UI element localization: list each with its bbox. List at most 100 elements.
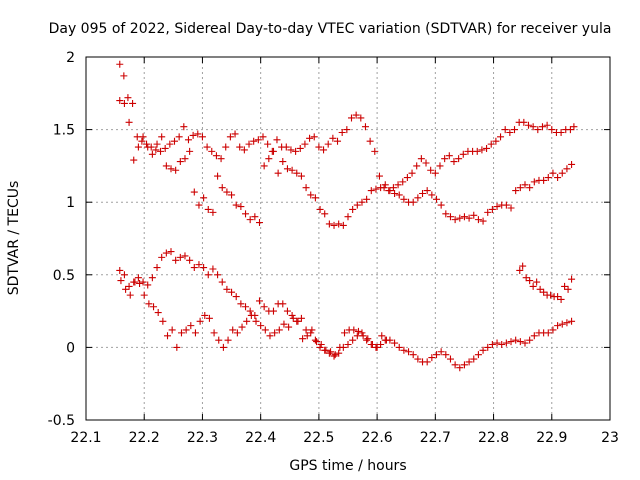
data-point (456, 214, 464, 222)
data-point (428, 191, 436, 199)
data-point (168, 326, 176, 334)
x-tick-label: 22.6 (362, 430, 393, 446)
data-point (381, 181, 389, 189)
y-tick-label: 0.5 (53, 268, 75, 284)
data-point (172, 166, 180, 174)
data-point (297, 314, 305, 322)
data-points (116, 60, 578, 372)
data-point (242, 210, 250, 218)
data-point (558, 320, 566, 328)
data-point (254, 136, 262, 144)
data-point (484, 208, 492, 216)
data-point (334, 137, 342, 145)
data-point (506, 129, 514, 137)
data-point (368, 340, 376, 348)
data-point (283, 165, 291, 173)
data-point (478, 146, 486, 154)
data-point (257, 322, 265, 330)
data-point (399, 178, 407, 186)
data-point (184, 136, 192, 144)
data-point (250, 137, 258, 145)
data-point (568, 160, 576, 168)
data-point (187, 322, 195, 330)
data-point (450, 158, 458, 166)
x-tick-label: 22.2 (129, 430, 160, 446)
data-point (377, 184, 385, 192)
series-trace-late-cluster (516, 262, 576, 303)
data-point (324, 140, 332, 148)
data-point (136, 280, 144, 288)
data-point (382, 336, 390, 344)
data-point (120, 271, 128, 279)
data-point (354, 327, 362, 335)
data-point (564, 285, 572, 293)
series-trace-lower-mid (116, 97, 576, 229)
data-point (516, 338, 524, 346)
data-point (246, 307, 254, 315)
data-point (228, 191, 236, 199)
data-point (209, 265, 217, 273)
data-point (428, 354, 436, 362)
data-point (465, 358, 473, 366)
data-point (487, 140, 495, 148)
data-point (210, 329, 218, 337)
data-point (554, 174, 562, 182)
data-point (470, 355, 478, 363)
data-point (271, 329, 279, 337)
x-tick-label: 22.7 (420, 430, 451, 446)
data-point (238, 323, 246, 331)
data-point (540, 176, 548, 184)
data-point (181, 155, 189, 163)
data-point (325, 349, 333, 357)
data-point (310, 133, 318, 141)
data-point (451, 216, 459, 224)
data-point (164, 332, 172, 340)
data-point (386, 187, 394, 195)
data-point (522, 274, 530, 282)
data-point (269, 147, 277, 155)
data-point (274, 169, 282, 177)
data-point (226, 133, 234, 141)
data-point (343, 126, 351, 134)
data-point (534, 126, 542, 134)
x-tick-label: 22.1 (70, 430, 101, 446)
data-point (446, 355, 454, 363)
data-point (311, 194, 319, 202)
y-tick-label: 2 (66, 50, 75, 66)
data-point (327, 348, 335, 356)
data-point (131, 278, 139, 286)
data-point (194, 130, 202, 138)
data-point (190, 264, 198, 272)
data-point (196, 317, 204, 325)
data-point (529, 123, 537, 131)
data-point (363, 336, 371, 344)
data-point (134, 143, 142, 151)
data-point (375, 172, 383, 180)
data-point (150, 303, 158, 311)
data-point (330, 221, 338, 229)
data-point (566, 126, 574, 134)
data-point (198, 133, 206, 141)
data-point (347, 114, 355, 122)
data-point (474, 351, 482, 359)
data-point (543, 121, 551, 129)
x-tick-label: 22.9 (536, 430, 567, 446)
data-point (377, 340, 385, 348)
data-point (554, 293, 562, 301)
data-point (285, 323, 293, 331)
y-tick-labels: -0.5 0 0.5 1 1.5 2 (48, 50, 75, 429)
data-point (488, 205, 496, 213)
data-point (358, 198, 366, 206)
data-point (363, 195, 371, 203)
data-point (176, 253, 184, 261)
data-point (159, 317, 167, 325)
data-point (294, 317, 302, 325)
data-point (423, 358, 431, 366)
data-point (130, 156, 138, 164)
data-point (252, 317, 260, 325)
data-point (568, 317, 576, 325)
data-point (186, 256, 194, 264)
data-point (129, 99, 137, 107)
data-point (218, 184, 226, 192)
data-point (315, 143, 323, 151)
